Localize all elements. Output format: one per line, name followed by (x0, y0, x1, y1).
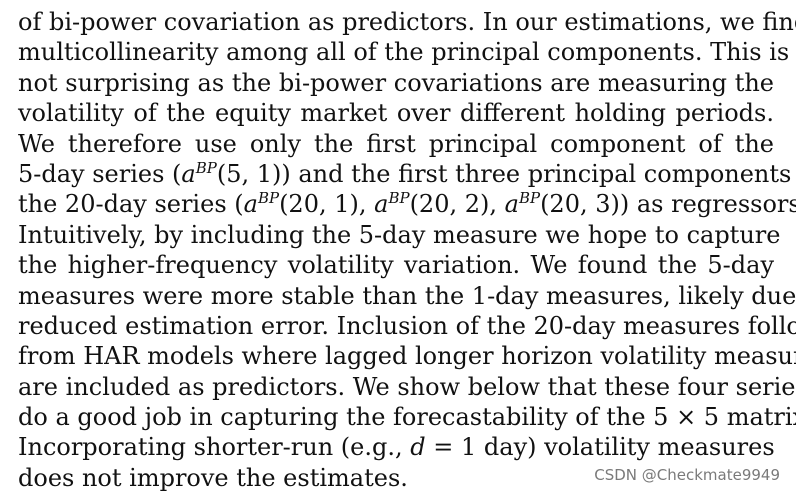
text-segment: Intuitively, by including the 5-day meas… (18, 220, 781, 249)
text-segment: of bi-power covariation as predictors. I… (18, 8, 796, 36)
text-segment: volatility of the equity market over dif… (18, 99, 774, 128)
text-line: of bi-power covariation as predictors. I… (18, 7, 796, 37)
text-segment: are included as predictors. We show belo… (18, 372, 796, 401)
text-line: multicollinearity among all of the princ… (18, 37, 789, 67)
text-line: Intuitively, by including the 5-day meas… (18, 220, 780, 250)
text-segment: do a good job in capturing the forecasta… (18, 403, 796, 432)
superscript: BP (388, 189, 410, 208)
text-segment: = 1 day) volatility measures (425, 433, 775, 462)
text-segment: Incorporating shorter-run (e.g., (18, 433, 411, 462)
math-symbol: a (374, 190, 389, 219)
text-segment: 5-day series ( (18, 159, 182, 188)
text-line: the higher-frequency volatility variatio… (18, 250, 774, 280)
superscript: BP (257, 189, 280, 208)
text-line: 5-day series (aBP(5, 1)) and the first t… (18, 158, 791, 189)
superscript: BP (195, 158, 217, 177)
paper-paragraph: of bi-power covariation as predictors. I… (18, 7, 796, 493)
superscript: BP (518, 189, 541, 208)
text-segment: the 20-day series ( (18, 190, 244, 219)
text-line: measures were more stable than the 1-day… (18, 281, 796, 311)
text-segment: from HAR models where lagged longer hori… (18, 342, 796, 371)
text-line: volatility of the equity market over dif… (18, 98, 774, 128)
math-symbol: a (181, 159, 196, 188)
text-segment: We therefore use only the first principa… (18, 129, 774, 158)
math-symbol: a (504, 190, 519, 219)
text-segment: the higher-frequency volatility variatio… (18, 251, 774, 280)
text-line: We therefore use only the first principa… (18, 129, 774, 159)
text-line: the 20-day series (aBP(20, 1), aBP(20, 2… (18, 189, 796, 219)
text-segment: not surprising as the bi-power covariati… (18, 68, 774, 97)
text-line: reduced estimation error. Inclusion of t… (18, 311, 796, 341)
text-segment: (20, 3)) as regressors. (540, 190, 796, 219)
watermark: CSDN @Checkmate9949 (594, 466, 780, 484)
text-line: Incorporating shorter-run (e.g., d = 1 d… (18, 432, 775, 462)
text-line: does not improve the estimates. (18, 463, 774, 493)
math-symbol: a (243, 190, 258, 219)
text-segment: measures were more stable than the 1-day… (18, 281, 796, 310)
text-line: do a good job in capturing the forecasta… (18, 402, 796, 432)
text-line: not surprising as the bi-power covariati… (18, 68, 774, 98)
math-symbol: d (410, 433, 426, 462)
text-segment: (5, 1)) and the first three principal co… (216, 159, 796, 188)
text-line: from HAR models where lagged longer hori… (18, 341, 796, 371)
text-segment: (20, 2), (409, 190, 505, 219)
text-segment: (20, 1), (279, 190, 375, 219)
text-segment: multicollinearity among all of the princ… (18, 38, 790, 67)
text-line: are included as predictors. We show belo… (18, 372, 796, 402)
text-segment: does not improve the estimates. (18, 463, 408, 492)
text-segment: reduced estimation error. Inclusion of t… (18, 311, 796, 340)
